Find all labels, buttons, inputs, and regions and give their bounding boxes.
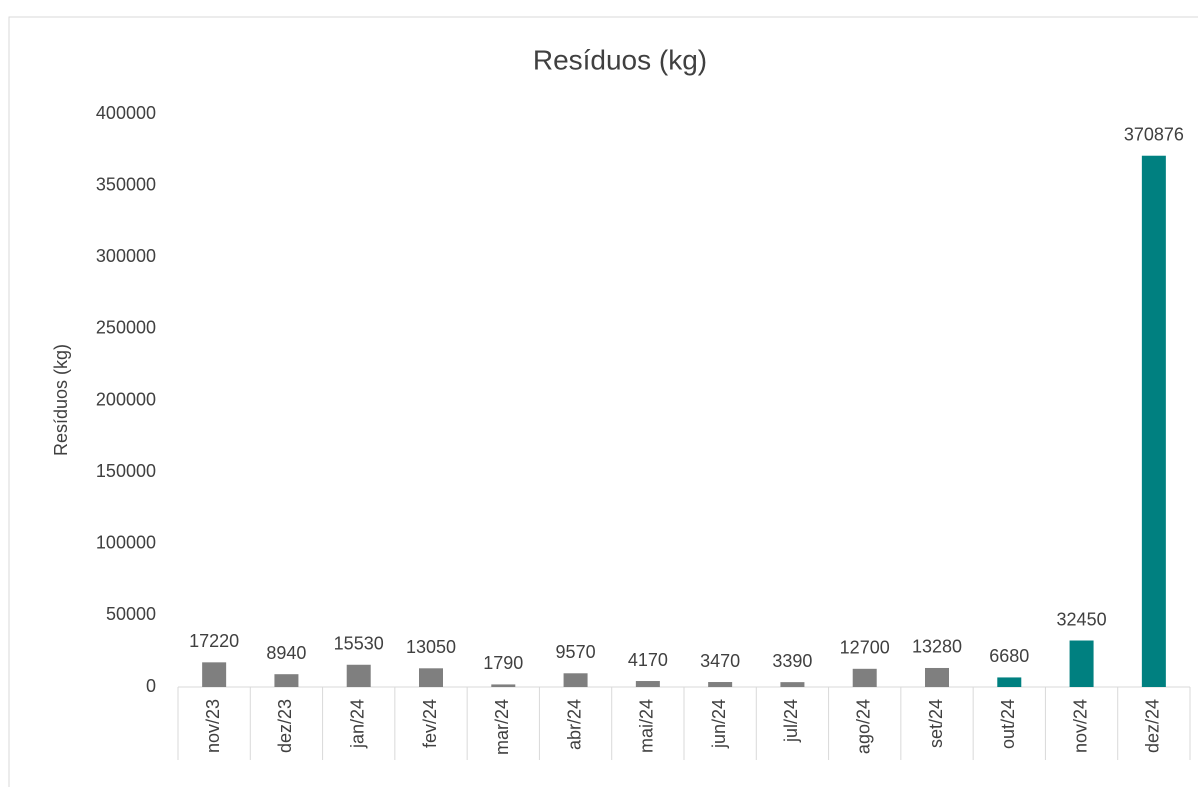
x-tick-label: set/24 bbox=[926, 699, 946, 748]
bar bbox=[852, 668, 877, 687]
value-label: 13050 bbox=[406, 637, 456, 657]
value-label: 15530 bbox=[334, 634, 384, 654]
x-tick-label: out/24 bbox=[998, 699, 1018, 749]
bar bbox=[1069, 640, 1094, 687]
value-label: 3390 bbox=[772, 651, 812, 671]
bar bbox=[1141, 155, 1166, 688]
value-label: 12700 bbox=[840, 638, 890, 658]
x-tick-label: ago/24 bbox=[853, 699, 873, 754]
x-tick-label: jul/24 bbox=[781, 699, 801, 743]
bar bbox=[202, 662, 227, 687]
y-tick-label: 350000 bbox=[96, 174, 156, 194]
x-tick-label: mar/24 bbox=[492, 699, 512, 755]
bar bbox=[997, 677, 1022, 687]
chart-title: Resíduos (kg) bbox=[533, 44, 707, 75]
value-label: 9570 bbox=[556, 642, 596, 662]
chart-frame bbox=[8, 16, 1198, 792]
y-tick-label: 200000 bbox=[96, 389, 156, 409]
y-tick-label: 0 bbox=[146, 676, 156, 696]
bar bbox=[419, 668, 443, 687]
x-tick-label: nov/24 bbox=[1070, 699, 1090, 753]
x-tick-label: mai/24 bbox=[637, 699, 657, 753]
bar bbox=[780, 682, 805, 687]
value-label: 1790 bbox=[483, 653, 523, 673]
bar bbox=[563, 673, 588, 687]
x-tick-label: abr/24 bbox=[564, 699, 584, 750]
bar bbox=[274, 674, 299, 687]
x-tick-label: fev/24 bbox=[420, 699, 440, 748]
y-tick-label: 400000 bbox=[96, 103, 156, 123]
bar bbox=[708, 682, 733, 687]
y-tick-label: 250000 bbox=[96, 318, 156, 338]
y-axis-label: Resíduos (kg) bbox=[51, 344, 71, 456]
y-tick-label: 50000 bbox=[106, 604, 156, 624]
value-label: 32450 bbox=[1057, 609, 1107, 629]
x-tick-label: dez/24 bbox=[1143, 699, 1163, 753]
y-tick-label: 300000 bbox=[96, 246, 156, 266]
bar bbox=[346, 664, 371, 687]
bar bbox=[925, 667, 949, 687]
value-label: 8940 bbox=[266, 643, 306, 663]
value-label: 370876 bbox=[1124, 124, 1184, 144]
bar bbox=[491, 684, 516, 687]
y-tick-label: 150000 bbox=[96, 461, 156, 481]
value-label: 17220 bbox=[189, 631, 239, 651]
value-label: 13280 bbox=[912, 637, 962, 657]
value-label: 4170 bbox=[628, 650, 668, 670]
x-tick-label: jan/24 bbox=[347, 699, 367, 749]
x-tick-label: nov/23 bbox=[203, 699, 223, 753]
y-tick-label: 100000 bbox=[96, 533, 156, 553]
value-label: 3470 bbox=[700, 651, 740, 671]
bar bbox=[635, 681, 660, 687]
x-tick-label: dez/23 bbox=[275, 699, 295, 753]
x-tick-label: jun/24 bbox=[709, 699, 729, 749]
value-label: 6680 bbox=[989, 646, 1029, 666]
